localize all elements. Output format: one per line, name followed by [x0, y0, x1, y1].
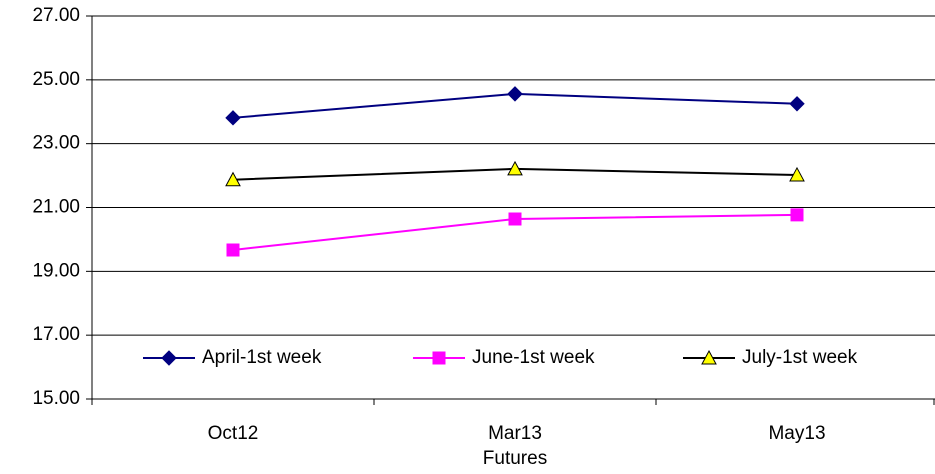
y-tick-label: 21.00 — [32, 197, 80, 218]
y-tick-label: 15.00 — [32, 388, 80, 409]
y-tick-label: 25.00 — [32, 69, 80, 90]
y-tick-label: 19.00 — [32, 260, 80, 281]
y-tick-label: 17.00 — [32, 324, 80, 345]
data-point — [789, 166, 805, 182]
data-point — [789, 96, 805, 112]
data-point — [790, 208, 804, 222]
legend-label: June-1st week — [472, 347, 595, 368]
legend-marker — [161, 350, 177, 366]
y-tick-label: 23.00 — [32, 133, 80, 154]
legend-marker — [432, 351, 446, 365]
x-tick-label: Mar13 — [488, 423, 542, 444]
legend-marker — [701, 349, 717, 365]
y-tick-label: 27.00 — [32, 5, 80, 26]
data-point — [507, 160, 523, 176]
data-point — [226, 243, 240, 257]
data-point — [225, 171, 241, 187]
data-point — [507, 86, 523, 102]
x-tick-label: May13 — [768, 423, 825, 444]
x-tick-label: Oct12 — [208, 423, 259, 444]
legend-label: July-1st week — [742, 347, 858, 368]
x-axis-label: Futures — [483, 448, 547, 469]
data-point — [508, 212, 522, 226]
legend-label: April-1st week — [202, 347, 322, 368]
data-point — [225, 110, 241, 126]
